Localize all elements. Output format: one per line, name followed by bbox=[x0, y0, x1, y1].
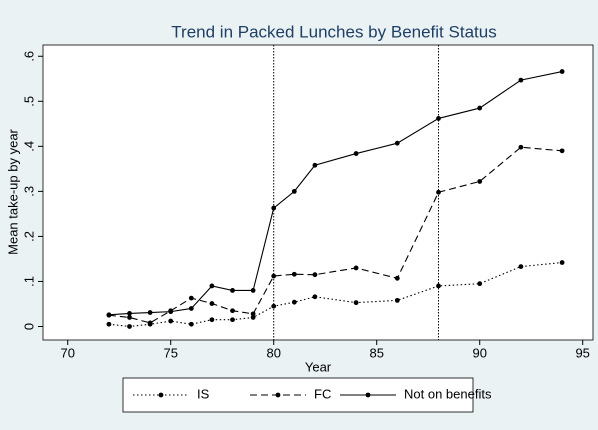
point bbox=[188, 306, 194, 311]
chart-title: Trend in Packed Lunches by Benefit Statu… bbox=[171, 22, 496, 41]
point bbox=[353, 300, 359, 306]
x-tick-label: 70 bbox=[60, 345, 74, 360]
series-line bbox=[108, 146, 563, 324]
point bbox=[230, 308, 235, 314]
point bbox=[106, 312, 112, 318]
point bbox=[353, 151, 359, 156]
point bbox=[168, 309, 174, 315]
point bbox=[559, 148, 565, 154]
y-tick-label: .5 bbox=[21, 96, 36, 107]
point bbox=[250, 315, 256, 320]
point bbox=[518, 264, 524, 269]
x-tick-label: 80 bbox=[266, 345, 280, 360]
point bbox=[291, 188, 297, 194]
legend-marker bbox=[365, 392, 371, 398]
point bbox=[291, 299, 297, 305]
point bbox=[436, 283, 441, 289]
point bbox=[312, 162, 318, 168]
point bbox=[271, 205, 277, 211]
y-axis-label: Mean take-up by year bbox=[5, 128, 20, 254]
point bbox=[188, 295, 194, 301]
point bbox=[230, 288, 235, 293]
point bbox=[250, 288, 256, 293]
point bbox=[230, 317, 235, 323]
point bbox=[127, 311, 132, 316]
point bbox=[271, 273, 277, 279]
point bbox=[127, 324, 132, 329]
point bbox=[477, 105, 483, 111]
point bbox=[436, 116, 441, 121]
y-tick-label: .6 bbox=[21, 51, 36, 62]
point bbox=[394, 275, 400, 281]
point bbox=[559, 260, 565, 265]
x-tick-label: 90 bbox=[472, 345, 486, 360]
point bbox=[518, 144, 524, 150]
point bbox=[209, 317, 215, 323]
point bbox=[127, 315, 132, 320]
point bbox=[188, 321, 194, 327]
point bbox=[209, 283, 215, 289]
plot-area bbox=[42, 44, 594, 341]
point bbox=[147, 310, 153, 315]
x-tick-label: 95 bbox=[575, 345, 589, 360]
point bbox=[106, 321, 112, 327]
legend-label: IS bbox=[197, 386, 210, 401]
point bbox=[209, 301, 215, 306]
legend-label: Not on benefits bbox=[404, 386, 492, 401]
point bbox=[291, 271, 297, 277]
point bbox=[312, 272, 318, 278]
point bbox=[518, 77, 524, 83]
point bbox=[477, 179, 483, 184]
point bbox=[477, 281, 483, 287]
point bbox=[271, 303, 277, 309]
y-tick-label: .4 bbox=[21, 141, 36, 152]
x-tick-label: 75 bbox=[163, 345, 177, 360]
point bbox=[394, 140, 400, 146]
x-tick-label: 85 bbox=[369, 345, 383, 360]
point bbox=[250, 311, 256, 317]
point bbox=[436, 189, 441, 195]
point bbox=[147, 320, 153, 326]
legend-marker bbox=[275, 392, 281, 398]
y-tick-label: 0 bbox=[21, 323, 36, 330]
point bbox=[394, 297, 400, 303]
y-tick-label: .2 bbox=[21, 231, 36, 242]
legend-marker bbox=[158, 392, 164, 398]
point bbox=[353, 265, 359, 271]
point bbox=[168, 318, 174, 324]
x-axis-label: Year bbox=[305, 359, 332, 374]
y-tick-label: .3 bbox=[21, 186, 36, 197]
point bbox=[559, 69, 565, 74]
legend-label: FC bbox=[314, 386, 331, 401]
y-tick-label: .1 bbox=[21, 276, 36, 287]
point bbox=[312, 294, 318, 300]
